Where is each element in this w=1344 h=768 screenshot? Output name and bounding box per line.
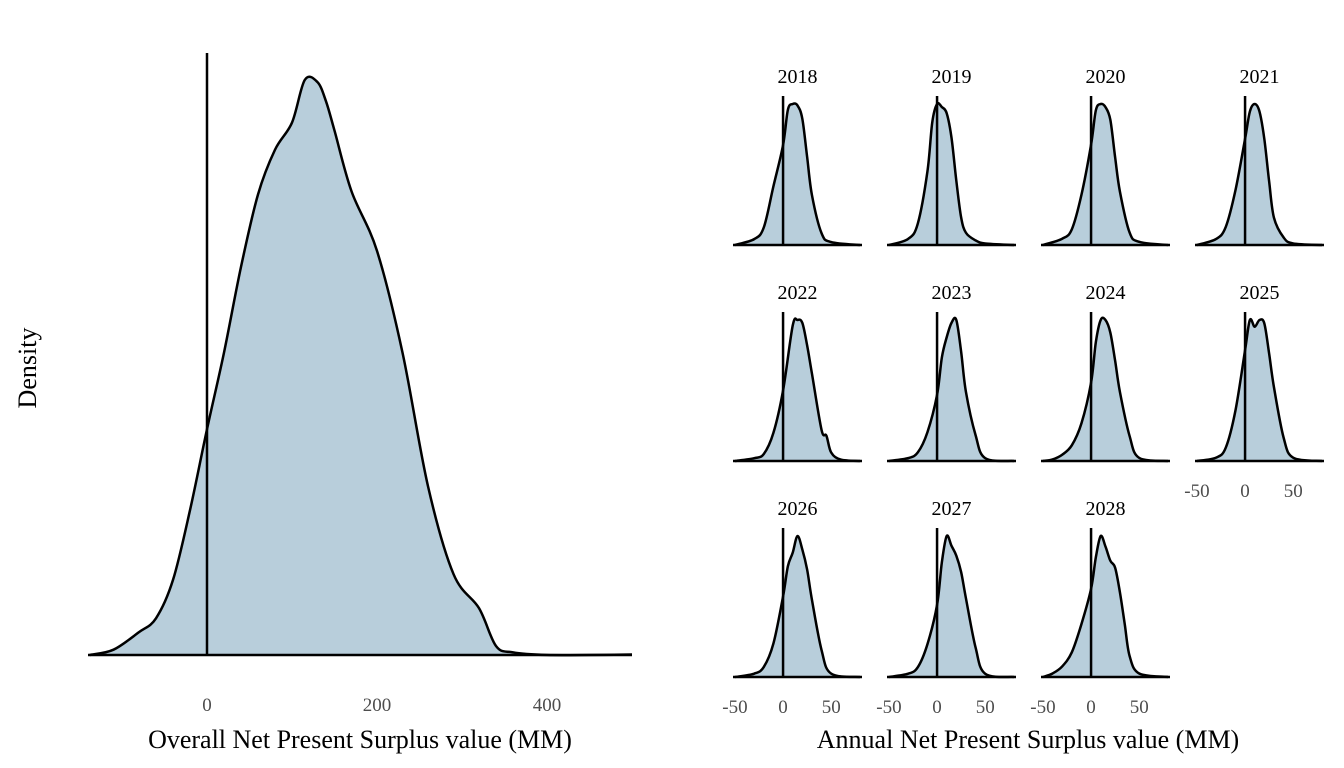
facet-x-tick-label: 0 [1086,697,1096,718]
facet-2026-density-curve [734,534,861,679]
facet-x-tick-label: 50 [976,697,995,718]
y-axis-title: Density [13,328,42,409]
facet-2022-density-curve [734,317,861,463]
facet-2019-density-area [888,103,1015,245]
facet-panel-2018: 2018 [733,66,862,247]
facet-strip-label: 2023 [932,282,972,304]
facet-x-tick-label: 50 [1130,697,1149,718]
facet-panel-2020: 2020 [1041,66,1170,247]
facet-2018-density-area [734,103,861,245]
facet-panel-2026: 2026 -50 0 50 [722,498,862,718]
facet-x-tick-label: 50 [1284,481,1303,502]
facet-2025-density-curve [1196,317,1323,463]
overall-density-curve [89,75,633,657]
overall-x-axis-title: Overall Net Present Surplus value (MM) [148,725,572,754]
facet-x-tick-label: -50 [1030,697,1055,718]
facet-strip-label: 2022 [778,282,818,304]
facet-2021-density-area [1196,104,1323,245]
facet-2020-density-area [1042,103,1169,245]
facet-x-tick-label: -50 [876,697,901,718]
facet-strip-label: 2021 [1240,66,1280,88]
facet-strip-label: 2028 [1086,498,1126,520]
facet-panel-2019: 2019 [887,66,1016,247]
facet-strip-label: 2027 [932,498,972,520]
facet-x-tick-label: -50 [1184,481,1209,502]
facet-strip-label: 2026 [778,498,818,520]
facet-panel-2021: 2021 [1195,66,1324,247]
facet-2024-density-area [1042,317,1169,461]
facet-2027-density-area [888,535,1015,678]
facet-2026-density-area [734,535,861,677]
facet-2024-density-curve [1042,316,1169,463]
facet-2028-density-curve [1042,534,1169,679]
overall-density-marks [88,53,633,657]
facet-panel-2025: 2025 -50 0 50 [1184,282,1324,502]
facet-2023-density-area [888,317,1015,462]
overall-x-ticks: 0 200 400 [202,695,561,716]
facet-strip-label: 2025 [1240,282,1280,304]
facet-2028-density-area [1042,535,1169,677]
overall-x-tick-label: 0 [202,695,212,716]
facet-2027-density-curve [888,534,1015,679]
facet-2023-density-curve [888,316,1015,463]
annual-x-axis-title: Annual Net Present Surplus value (MM) [817,725,1239,754]
overall-x-tick-label: 400 [533,695,562,716]
overall-x-tick-label: 200 [363,695,392,716]
facet-x-tick-label: 0 [778,697,788,718]
facet-2019-density-curve [888,101,1015,247]
facet-panel-2024: 2024 [1041,282,1170,463]
facet-x-tick-label: 0 [932,697,942,718]
facet-strip-label: 2024 [1086,282,1126,304]
overall-density-panel: 0 200 400 Overall Net Present Surplus valu… [13,53,633,754]
facet-panel-2027: 2027 -50 0 50 [876,498,1016,718]
facet-x-tick-label: 50 [822,697,841,718]
facet-panel-2028: 2028 -50 0 50 [1030,498,1170,718]
facet-x-tick-label: -50 [722,697,747,718]
facet-2020-density-curve [1042,102,1169,247]
facet-2025-density-area [1196,319,1323,461]
overall-density-area [89,76,632,656]
facet-2018-density-curve [734,102,861,247]
facet-panel-2023: 2023 [887,282,1016,463]
facet-panel-2022: 2022 [733,282,862,463]
facet-strip-label: 2019 [932,66,972,88]
facet-strip-label: 2020 [1086,66,1126,88]
facet-strip-label: 2018 [778,66,818,88]
facet-x-tick-label: 0 [1240,481,1250,502]
facet-2022-density-area [734,318,861,461]
facet-2021-density-curve [1196,102,1323,247]
